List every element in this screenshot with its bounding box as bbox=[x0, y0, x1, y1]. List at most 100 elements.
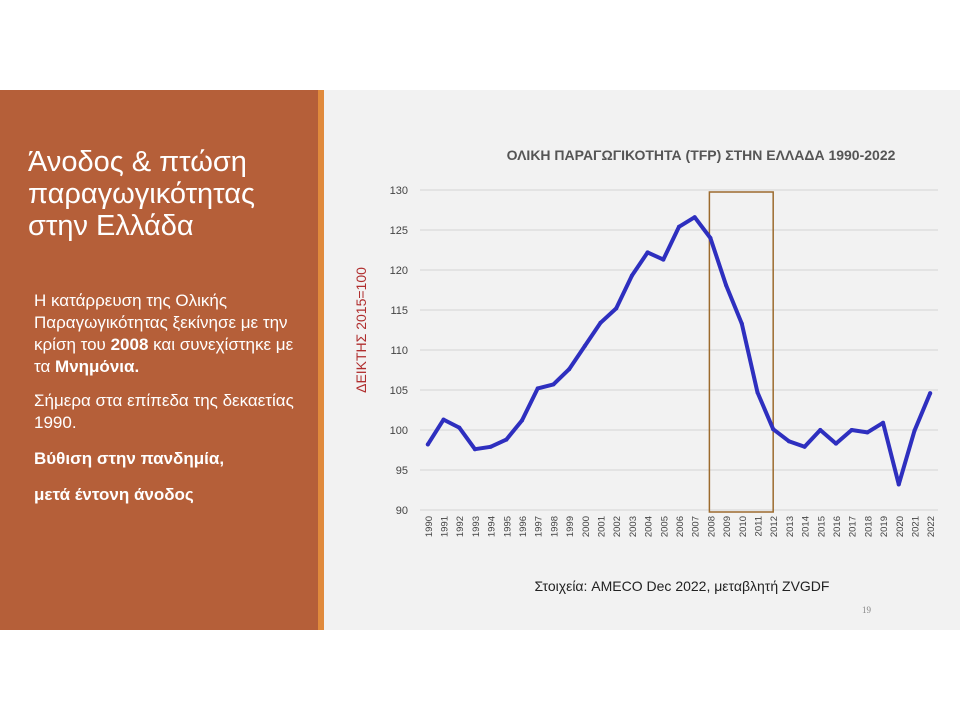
data-point-2020 bbox=[896, 482, 901, 487]
x-tick-label: 2009 bbox=[722, 516, 733, 537]
data-point-1997 bbox=[535, 386, 540, 391]
data-point-2005 bbox=[661, 257, 666, 262]
x-tick-labels: 1990 1991 1992 1993 1994 1995 1996 1997 1998 1999… bbox=[424, 516, 937, 537]
paragraph-collapse: Η κατάρρευση της Ολικής Παραγωγικότητας … bbox=[34, 290, 304, 378]
x-tick-label: 2014 bbox=[801, 516, 812, 537]
x-tick-label: 2004 bbox=[644, 516, 655, 537]
data-point-2008 bbox=[708, 236, 713, 240]
y-tick-label: 125 bbox=[390, 225, 408, 237]
series-line bbox=[425, 215, 933, 487]
source-note: Στοιχεία: AMECO Dec 2022, μεταβλητή ZVGD… bbox=[535, 578, 830, 594]
data-point-2014 bbox=[802, 444, 807, 449]
bold-line-pandemic: Βύθιση στην πανδημία, bbox=[34, 449, 225, 468]
x-tick-label: 2001 bbox=[597, 516, 608, 537]
x-tick-label: 1992 bbox=[455, 516, 466, 537]
title-line-3: στην Ελλάδα bbox=[28, 210, 194, 242]
x-tick-label: 2010 bbox=[738, 516, 749, 537]
title-line-2: παραγωγικότητας bbox=[28, 178, 255, 210]
paragraph-today: Σήμερα στα επίπεδα της δεκαετίας 1990. bbox=[34, 391, 294, 432]
right-panel bbox=[324, 90, 960, 630]
tfp-line-chart: ΟΛΙΚΗ ΠΑΡΑΓΩΓΙΚΟΤΗΤΑ (TFP) ΣΤΗΝ ΕΛΛΑΔΑ 1… bbox=[353, 147, 938, 594]
x-tick-label: 2006 bbox=[675, 516, 686, 537]
x-tick-label: 2013 bbox=[785, 516, 796, 537]
x-tick-label: 2020 bbox=[895, 516, 906, 537]
chart-title: ΟΛΙΚΗ ΠΑΡΑΓΩΓΙΚΟΤΗΤΑ (TFP) ΣΤΗΝ ΕΛΛΑΔΑ 1… bbox=[507, 147, 896, 163]
x-tick-label: 1997 bbox=[534, 516, 545, 537]
crisis-highlight-box bbox=[708, 191, 774, 513]
y-tick-label: 95 bbox=[396, 465, 408, 477]
data-point-1995 bbox=[504, 437, 509, 442]
x-tick-label: 1993 bbox=[471, 516, 482, 537]
data-point-2012 bbox=[771, 427, 776, 432]
data-point-2004 bbox=[645, 250, 650, 255]
left-panel: Άνοδος & πτώση παραγωγικότητας στην Ελλά… bbox=[0, 90, 318, 630]
x-tick-label: 2015 bbox=[816, 516, 827, 537]
x-tick-label: 2007 bbox=[691, 516, 702, 537]
y-tick-label: 90 bbox=[396, 505, 408, 517]
data-point-2017 bbox=[849, 428, 854, 432]
x-tick-label: 1990 bbox=[424, 516, 435, 537]
data-point-2013 bbox=[786, 439, 791, 444]
x-tick-label: 2022 bbox=[926, 516, 937, 537]
accent-bar bbox=[318, 90, 324, 630]
data-point-2002 bbox=[614, 306, 619, 311]
x-tick-label: 1999 bbox=[565, 516, 576, 537]
x-tick-label: 1996 bbox=[518, 516, 529, 537]
x-tick-label: 2018 bbox=[863, 516, 874, 537]
data-point-2007 bbox=[692, 215, 697, 220]
page-number: 19 bbox=[862, 605, 871, 615]
data-point-2022 bbox=[928, 391, 933, 396]
data-point-1992 bbox=[457, 425, 462, 430]
data-point-2001 bbox=[598, 320, 603, 325]
x-tick-label: 2003 bbox=[628, 516, 639, 537]
data-point-1996 bbox=[520, 418, 525, 423]
x-tick-label: 2005 bbox=[659, 516, 670, 537]
x-tick-label: 1998 bbox=[549, 516, 560, 537]
body-text: Η κατάρρευση της Ολικής Παραγωγικότητας … bbox=[34, 290, 304, 518]
paragraph1-part1: Η κατάρρευση της Ολικής Παραγωγικότητας … bbox=[34, 291, 288, 354]
x-tick-label: 2008 bbox=[706, 516, 717, 537]
x-tick-label: 2000 bbox=[581, 516, 592, 537]
x-tick-label: 2017 bbox=[848, 516, 859, 537]
y-tick-label: 100 bbox=[390, 425, 408, 437]
x-tick-label: 1995 bbox=[502, 516, 513, 537]
paragraph1-bold-year: 2008 bbox=[110, 335, 149, 354]
data-point-2009 bbox=[724, 283, 729, 288]
paragraph1-bold-memoranda: Μνημόνια. bbox=[55, 357, 140, 376]
y-tick-label: 115 bbox=[390, 305, 408, 317]
data-point-2003 bbox=[629, 273, 634, 278]
x-tick-label: 1994 bbox=[487, 516, 498, 537]
data-point-2015 bbox=[818, 428, 823, 432]
data-point-1998 bbox=[551, 382, 556, 387]
x-tick-label: 2012 bbox=[769, 516, 780, 537]
bold-line-rise: μετά έντονη άνοδος bbox=[34, 485, 194, 504]
slide: Άνοδος & πτώση παραγωγικότητας στην Ελλά… bbox=[0, 90, 960, 630]
y-tick-label: 110 bbox=[390, 345, 408, 357]
data-point-2021 bbox=[912, 428, 917, 433]
data-point-2010 bbox=[739, 321, 744, 326]
x-tick-label: 2019 bbox=[879, 516, 890, 537]
data-point-2006 bbox=[677, 224, 681, 229]
y-tick-label: 130 bbox=[390, 185, 408, 197]
data-point-1999 bbox=[567, 367, 572, 372]
data-point-2018 bbox=[865, 430, 870, 435]
x-tick-label: 2011 bbox=[753, 516, 764, 536]
y-tick-labels: 90 95 100 105 110 115 120 125 130 bbox=[390, 185, 408, 517]
x-tick-label: 1991 bbox=[440, 516, 451, 537]
data-point-1990 bbox=[425, 442, 430, 447]
data-point-1994 bbox=[488, 444, 493, 449]
data-point-2011 bbox=[755, 390, 760, 395]
paragraph1-part2: και συνεχίστηκε με τα bbox=[34, 335, 294, 376]
data-point-1991 bbox=[441, 417, 446, 422]
y-tick-label: 120 bbox=[390, 265, 408, 277]
slide-title: Άνοδος & πτώση παραγωγικότητας στην Ελλά… bbox=[28, 146, 313, 242]
y-tick-label: 105 bbox=[390, 385, 408, 397]
x-tick-label: 2002 bbox=[612, 516, 623, 537]
x-tick-label: 2016 bbox=[832, 516, 843, 537]
title-line-1: Άνοδος & πτώση bbox=[28, 146, 247, 178]
data-point-2019 bbox=[881, 420, 886, 425]
data-point-2016 bbox=[833, 441, 838, 446]
x-tick-label: 2021 bbox=[910, 516, 921, 537]
data-points bbox=[425, 215, 933, 487]
data-point-1993 bbox=[472, 447, 477, 452]
